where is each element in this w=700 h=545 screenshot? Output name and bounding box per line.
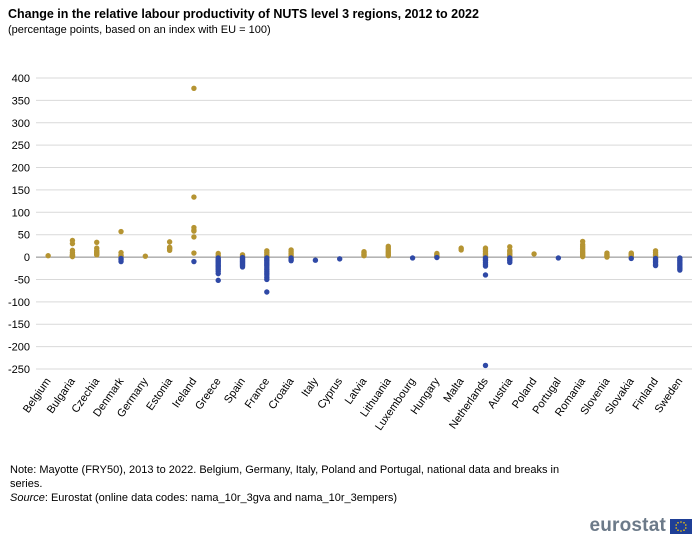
x-tick-label: Estonia	[144, 375, 175, 413]
y-tick-label: -50	[14, 274, 30, 286]
y-tick-label: 200	[12, 163, 30, 175]
data-point	[337, 256, 343, 262]
x-tick-label: Cyprus	[315, 375, 345, 411]
data-point	[94, 239, 100, 246]
data-point	[458, 247, 464, 253]
y-tick-label: 0	[24, 252, 30, 264]
y-tick-label: 300	[12, 118, 30, 130]
y-tick-label: 150	[12, 185, 30, 197]
data-point	[604, 254, 610, 260]
y-tick-label: -150	[8, 319, 30, 331]
data-point	[69, 253, 76, 260]
data-point	[482, 272, 489, 278]
data-point	[312, 257, 319, 263]
data-point	[531, 251, 537, 257]
data-point	[215, 277, 221, 284]
data-point	[555, 255, 562, 261]
eurostat-logo: eurostat	[589, 515, 692, 537]
x-tick-label: Greece	[193, 376, 224, 412]
data-point	[507, 259, 513, 266]
y-tick-label: 100	[12, 207, 30, 219]
y-tick-label: -100	[8, 297, 30, 309]
data-point	[94, 252, 100, 258]
data-point	[166, 247, 173, 254]
x-tick-label: Croatia	[266, 375, 297, 412]
data-point	[264, 289, 270, 295]
data-point	[142, 253, 149, 259]
chart-subtitle: (percentage points, based on an index wi…	[8, 24, 271, 36]
y-tick-label: 400	[12, 73, 30, 85]
data-point	[191, 194, 197, 200]
data-point	[628, 255, 634, 262]
data-point	[166, 239, 173, 245]
data-point	[215, 270, 221, 277]
x-axis-ticks: BelgiumBulgariaCzechiaDenmarkGermanyEsto…	[21, 375, 685, 433]
data-point	[264, 276, 270, 283]
data-point	[239, 264, 246, 270]
data-point	[385, 253, 391, 259]
y-tick-label: -250	[8, 364, 30, 376]
note-text: Note: Mayotte (FRY50), 2013 to 2022. Bel…	[10, 464, 560, 490]
notes-block: Note: Mayotte (FRY50), 2013 to 2022. Bel…	[10, 463, 570, 505]
data-point	[191, 234, 197, 240]
data-point	[191, 85, 197, 91]
data-point	[579, 253, 586, 260]
data-point	[191, 258, 197, 265]
chart-title: Change in the relative labour productivi…	[8, 7, 479, 21]
gridlines	[36, 77, 692, 370]
data-point	[45, 253, 51, 259]
data-point	[482, 362, 489, 369]
data-point	[191, 228, 197, 234]
y-tick-label: 250	[12, 140, 30, 152]
eu-flag-icon	[670, 518, 692, 534]
data-point	[361, 253, 367, 259]
source-text: : Eurostat (online data codes: nama_10r_…	[44, 492, 398, 504]
data-point	[118, 258, 124, 265]
data-point	[191, 250, 197, 256]
data-point	[118, 228, 124, 235]
data-point	[482, 263, 489, 269]
source-label: Source	[10, 492, 45, 504]
y-axis-ticks: 400 350 300 250 200 150 100 50 0 -50 -100 -150 -200 -…	[8, 73, 30, 376]
data-point	[288, 257, 294, 264]
y-tick-label: -200	[8, 342, 30, 354]
data-point	[409, 255, 416, 261]
scatter-chart: 400 350 300 250 200 150 100 50 0 -50 -100 -150 -200 -…	[8, 73, 692, 433]
data-points	[45, 85, 683, 369]
y-tick-label: 50	[18, 230, 30, 242]
data-point	[652, 262, 659, 269]
x-tick-label: Italy	[299, 375, 321, 399]
data-point	[69, 240, 76, 247]
logo-text: eurostat	[589, 515, 666, 536]
source-line: Source: Eurostat (online data codes: nam…	[10, 491, 570, 505]
data-point	[677, 267, 683, 273]
data-point	[434, 254, 440, 261]
y-tick-label: 350	[12, 95, 30, 107]
